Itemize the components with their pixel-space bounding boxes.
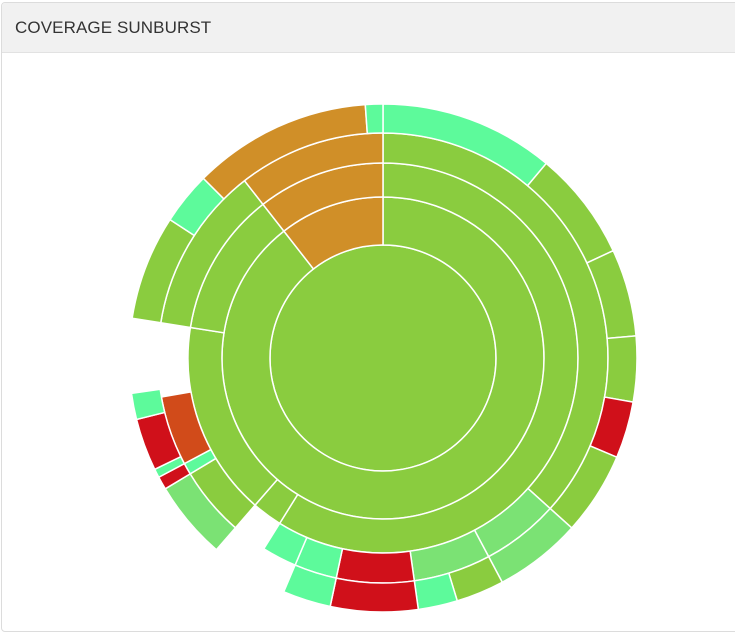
- sunburst-segment-level3-13[interactable]: [262, 522, 308, 567]
- sunburst-segment-level0-0[interactable]: [269, 244, 497, 472]
- panel-header: COVERAGE SUNBURST: [2, 3, 735, 53]
- sunburst-chart: [130, 103, 638, 613]
- panel-title: COVERAGE SUNBURST: [15, 17, 212, 37]
- sunburst-segment-level4-34[interactable]: [130, 388, 166, 421]
- sunburst-segment-level4-22[interactable]: [603, 335, 638, 403]
- sunburst-segment-level4-28[interactable]: [329, 577, 420, 613]
- sunburst-segment-level3-11[interactable]: [335, 547, 416, 584]
- sunburst-segment-level4-29[interactable]: [282, 564, 338, 608]
- chart-area: [130, 103, 638, 613]
- sunburst-segment-level4-38[interactable]: [364, 103, 384, 135]
